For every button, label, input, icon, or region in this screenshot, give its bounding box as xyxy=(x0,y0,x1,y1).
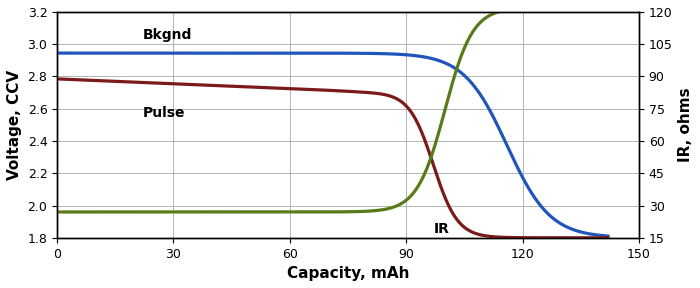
Text: Bkgnd: Bkgnd xyxy=(142,28,192,42)
Y-axis label: Voltage, CCV: Voltage, CCV xyxy=(7,70,22,180)
Y-axis label: IR, ohms: IR, ohms xyxy=(678,88,693,162)
X-axis label: Capacity, mAh: Capacity, mAh xyxy=(287,266,410,281)
Text: Pulse: Pulse xyxy=(142,106,185,120)
Text: IR: IR xyxy=(433,222,449,236)
